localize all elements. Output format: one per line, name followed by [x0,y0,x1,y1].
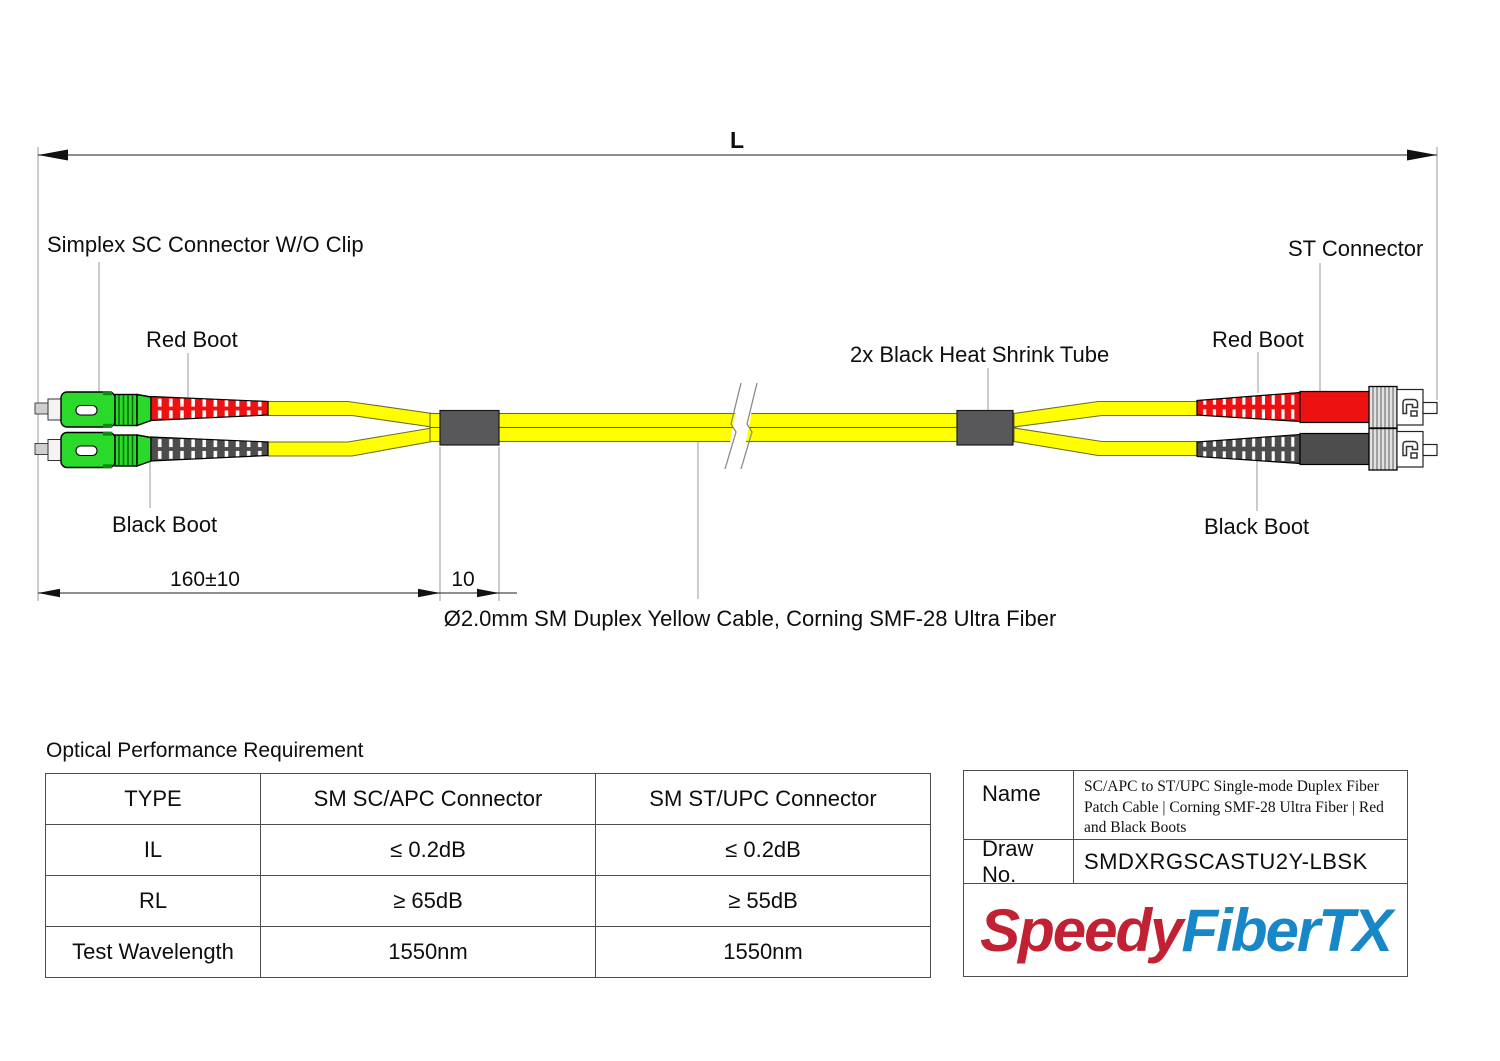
black-boot-right-label: Black Boot [1204,514,1309,539]
cable-note-label: Ø2.0mm SM Duplex Yellow Cable, Corning S… [444,606,1057,631]
table-header-row: TYPE SM SC/APC Connector SM ST/UPC Conne… [45,773,931,825]
sc-connector-bottom [34,431,269,469]
wavelength-sc-value: 1550nm [260,926,596,978]
simplex-sc-label: Simplex SC Connector W/O Clip [47,232,364,257]
st-knurled-ring [1368,385,1398,429]
dimension-160: 160±10 [38,568,517,598]
title-block-draw-row: Draw No. SMDXRGSCASTU2Y-LBSK [964,836,1407,887]
name-value: SC/APC to ST/UPC Single-mode Duplex Fibe… [1084,778,1384,837]
red-boot-right-shape [1196,391,1301,423]
red-boot-left-shape [150,395,269,422]
red-boot-right-label: Red Boot [1212,327,1304,352]
heat-shrink-tube-left [439,409,500,446]
table-row-il: IL ≤ 0.2dB ≤ 0.2dB [45,824,931,876]
table-row-wavelength: Test Wavelength 1550nm 1550nm [45,926,931,978]
rl-sc-value: ≥ 65dB [260,875,596,927]
speedyfibertx-logo: SpeedyFiberTX [980,896,1393,965]
cable-bottom-right [1013,427,1198,457]
black-boot-left-shape [150,436,269,462]
optical-performance-table: TYPE SM SC/APC Connector SM ST/UPC Conne… [45,773,931,978]
dimension-10: 10 [451,568,499,598]
draw-no-label: Draw No. [964,836,1074,887]
performance-table-title: Optical Performance Requirement [46,739,364,762]
cable-top-left [267,400,433,428]
st-knurled-ring [1368,427,1398,471]
logo-fibertx: FiberTX [1181,896,1393,964]
cable-top-right [1013,400,1198,428]
dimension-L: L [38,127,1437,161]
cable-bottom-left [267,427,433,457]
wavelength-st-value: 1550nm [595,926,931,978]
dimension-10-label: 10 [451,568,474,591]
dimension-160-label: 160±10 [170,568,240,591]
il-st-value: ≤ 0.2dB [595,824,931,876]
red-boot-left-label: Red Boot [146,327,238,352]
sc-body-slot [75,404,98,416]
black-boot-right-shape [1196,433,1301,465]
cable-diagram: L [34,127,1438,631]
dimension-L-label: L [730,127,744,153]
black-boot-left-label: Black Boot [112,512,217,537]
logo-speedy: Speedy [980,896,1183,964]
title-block-logo-row: SpeedyFiberTX [964,884,1407,976]
sc-body-slot [75,445,98,457]
heat-shrink-tube-right [956,409,1014,446]
st-connector-label: ST Connector [1288,236,1423,261]
title-block: Name SC/APC to ST/UPC Single-mode Duplex… [963,770,1408,977]
rl-st-value: ≥ 55dB [595,875,931,927]
draw-no-value: SMDXRGSCASTU2Y-LBSK [1084,848,1368,874]
col-header-type: TYPE [45,773,261,825]
row-label-rl: RL [45,875,261,927]
il-sc-value: ≤ 0.2dB [260,824,596,876]
st-connector-top [1196,385,1438,429]
col-header-st-upc: SM ST/UPC Connector [595,773,931,825]
title-block-name-row: Name SC/APC to ST/UPC Single-mode Duplex… [964,771,1407,840]
row-label-il: IL [45,824,261,876]
heat-shrink-label: 2x Black Heat Shrink Tube [850,342,1109,367]
row-label-wavelength: Test Wavelength [45,926,261,978]
sc-connector-top [34,391,269,428]
col-header-sc-apc: SM SC/APC Connector [260,773,596,825]
st-connector-bottom [1196,427,1438,471]
table-row-rl: RL ≥ 65dB ≥ 55dB [45,875,931,927]
cable-break-symbol [724,382,758,470]
name-label: Name [964,771,1074,839]
